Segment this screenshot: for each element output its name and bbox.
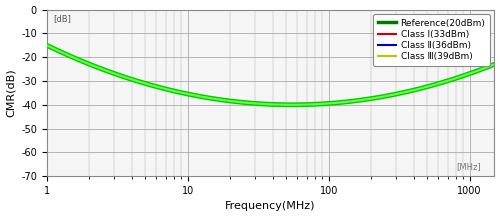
X-axis label: Frequency(MHz): Frequency(MHz) <box>226 201 316 211</box>
Y-axis label: CMR(dB): CMR(dB) <box>6 69 16 117</box>
Text: [MHz]: [MHz] <box>456 162 481 171</box>
Text: [dB]: [dB] <box>54 15 72 24</box>
Legend: Reference(20dBm), Class Ⅰ(33dBm), Class Ⅱ(36dBm), Class Ⅲ(39dBm): Reference(20dBm), Class Ⅰ(33dBm), Class … <box>374 14 490 66</box>
